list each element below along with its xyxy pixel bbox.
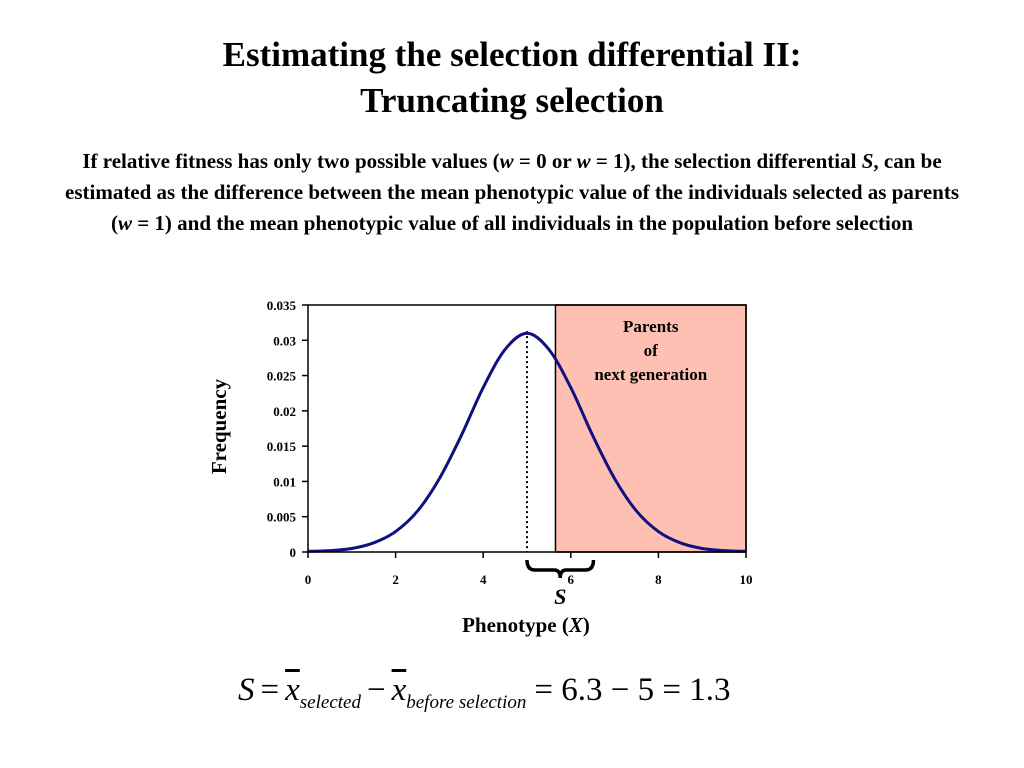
region-label: Parents of next generation bbox=[594, 317, 707, 384]
y-tick-label: 0.03 bbox=[273, 333, 296, 348]
formula-xbar-selected: x bbox=[285, 672, 300, 708]
description-paragraph: If relative fitness has only two possibl… bbox=[60, 146, 964, 239]
formula-xbar-before: x bbox=[391, 672, 407, 708]
y-tick-label: 0.02 bbox=[273, 404, 296, 419]
x-tick-label: 10 bbox=[740, 572, 753, 587]
desc-var-w-2: w bbox=[576, 149, 591, 173]
y-tick-label: 0 bbox=[290, 545, 297, 560]
slide-title: Estimating the selection differential II… bbox=[0, 32, 1024, 124]
title-line-2: Truncating selection bbox=[360, 81, 664, 120]
x-tick-label: 2 bbox=[392, 572, 399, 587]
y-axis-label: Frequency bbox=[207, 378, 231, 474]
region-label-line: of bbox=[644, 341, 659, 360]
y-tick-label: 0.035 bbox=[267, 298, 297, 313]
selection-differential-brace bbox=[525, 559, 596, 579]
desc-var-s: S bbox=[861, 149, 874, 173]
x-tick-label: 0 bbox=[305, 572, 312, 587]
desc-text-5: = 1) and the mean phenotypic value of al… bbox=[131, 211, 914, 235]
x-axis-label: Phenotype (X) bbox=[462, 613, 590, 637]
x-tick-label: 6 bbox=[568, 572, 575, 587]
title-line-1: Estimating the selection differential II… bbox=[222, 35, 802, 74]
formula-sub-selected: selected bbox=[299, 692, 361, 713]
desc-text-4: , can be estimated as the difference bet… bbox=[65, 149, 959, 235]
formula-equals: = bbox=[260, 672, 280, 708]
plot-frame bbox=[307, 304, 747, 553]
desc-var-w-3: w bbox=[117, 211, 132, 235]
x-axis-label-close: ) bbox=[583, 613, 590, 637]
y-tick-label: 0.005 bbox=[267, 510, 297, 525]
y-tick-label: 0.015 bbox=[267, 439, 297, 454]
formula-sub-before: before selection bbox=[406, 692, 527, 713]
selected-parents-region bbox=[554, 304, 747, 553]
desc-text-3: = 1), the selection differential bbox=[590, 149, 862, 173]
formula-result: = 6.3 − 5 = 1.3 bbox=[534, 672, 731, 708]
selection-differential-formula: S = xselected − xbefore selection = 6.3 − 5 =… bbox=[238, 672, 730, 722]
formula-s: S bbox=[238, 672, 255, 708]
frequency-chart: Parents of next generation 0 0.005 0.01 0.015… bbox=[207, 298, 753, 637]
x-axis-label-var: X bbox=[568, 613, 584, 637]
region-label-line: Parents bbox=[623, 317, 679, 336]
brace-label-s: S bbox=[554, 584, 566, 609]
y-axis-ticks: 0 0.005 0.01 0.015 0.02 0.025 0.03 0.035 bbox=[267, 298, 308, 560]
x-axis-ticks: 0 2 4 6 8 10 bbox=[305, 552, 753, 587]
x-tick-label: 4 bbox=[480, 572, 487, 587]
desc-var-w-1: w bbox=[499, 149, 514, 173]
desc-text-1: If relative fitness has only two possibl… bbox=[82, 149, 500, 173]
x-tick-label: 8 bbox=[655, 572, 662, 587]
y-tick-label: 0.01 bbox=[273, 474, 296, 489]
region-label-line: next generation bbox=[594, 365, 707, 384]
desc-text-2: = 0 or bbox=[513, 149, 577, 173]
formula-minus: − bbox=[366, 672, 386, 708]
y-tick-label: 0.025 bbox=[267, 369, 297, 384]
frequency-curve bbox=[307, 331, 747, 553]
x-axis-label-main: Phenotype ( bbox=[462, 613, 569, 637]
